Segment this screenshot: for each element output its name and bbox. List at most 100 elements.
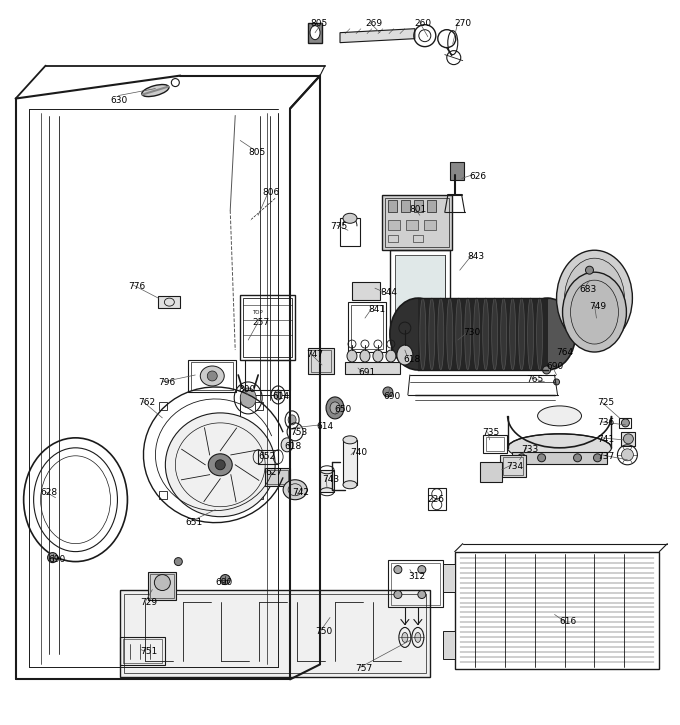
- Ellipse shape: [429, 298, 435, 370]
- Bar: [343, 440, 357, 485]
- Bar: [120, 637, 165, 666]
- Ellipse shape: [394, 591, 402, 599]
- Ellipse shape: [438, 298, 444, 370]
- Ellipse shape: [508, 434, 611, 462]
- Text: 260: 260: [415, 19, 432, 28]
- Ellipse shape: [165, 413, 275, 517]
- Ellipse shape: [402, 632, 408, 642]
- Bar: [240, 395, 290, 480]
- Text: 729: 729: [140, 597, 158, 607]
- Text: 743: 743: [322, 475, 339, 484]
- Text: 749: 749: [590, 302, 607, 311]
- Ellipse shape: [383, 387, 393, 397]
- Ellipse shape: [456, 298, 462, 370]
- Text: 734: 734: [507, 462, 524, 471]
- Bar: [388, 235, 398, 242]
- Ellipse shape: [343, 213, 357, 223]
- Text: 765: 765: [526, 375, 544, 384]
- Text: 740: 740: [350, 448, 367, 457]
- Ellipse shape: [562, 272, 626, 352]
- Ellipse shape: [538, 454, 545, 462]
- Text: 742: 742: [292, 488, 309, 497]
- Ellipse shape: [207, 371, 217, 381]
- Bar: [120, 589, 430, 677]
- Text: 741: 741: [598, 435, 615, 444]
- Ellipse shape: [537, 298, 543, 370]
- Text: 618: 618: [404, 355, 421, 364]
- Bar: [159, 402, 167, 410]
- Bar: [443, 631, 455, 660]
- Ellipse shape: [538, 406, 581, 426]
- Bar: [395, 255, 445, 325]
- Bar: [351, 305, 383, 349]
- Text: 735: 735: [483, 428, 500, 437]
- Bar: [352, 282, 380, 300]
- Ellipse shape: [573, 454, 581, 462]
- Text: 628: 628: [41, 488, 58, 497]
- Text: 801: 801: [410, 205, 427, 215]
- Bar: [418, 298, 547, 370]
- Text: 652: 652: [258, 452, 275, 461]
- Bar: [254, 492, 262, 500]
- Ellipse shape: [474, 298, 479, 370]
- Bar: [414, 200, 423, 212]
- Text: 270: 270: [455, 19, 472, 28]
- Ellipse shape: [274, 390, 282, 400]
- Bar: [308, 22, 322, 43]
- Text: 690: 690: [48, 555, 66, 563]
- Ellipse shape: [624, 434, 633, 444]
- Bar: [191, 362, 233, 390]
- Ellipse shape: [142, 85, 169, 96]
- Ellipse shape: [594, 454, 602, 462]
- Ellipse shape: [397, 345, 413, 365]
- Bar: [150, 573, 174, 597]
- Bar: [449, 162, 464, 181]
- Bar: [391, 563, 440, 605]
- Bar: [267, 470, 288, 484]
- Ellipse shape: [24, 438, 127, 562]
- Bar: [345, 362, 400, 374]
- Text: 776: 776: [129, 282, 146, 291]
- Ellipse shape: [48, 552, 58, 563]
- Bar: [243, 298, 292, 357]
- Ellipse shape: [528, 298, 534, 370]
- Bar: [511, 452, 607, 464]
- Ellipse shape: [554, 379, 560, 385]
- Bar: [428, 488, 446, 510]
- Ellipse shape: [360, 350, 370, 362]
- Ellipse shape: [310, 25, 320, 40]
- Bar: [388, 220, 400, 231]
- Bar: [406, 220, 418, 231]
- Text: 725: 725: [598, 398, 615, 407]
- Bar: [311, 350, 331, 372]
- Bar: [619, 418, 632, 428]
- Ellipse shape: [500, 298, 507, 370]
- Text: 691: 691: [358, 368, 375, 377]
- Text: 733: 733: [522, 445, 539, 454]
- Ellipse shape: [343, 481, 357, 489]
- Bar: [382, 195, 452, 250]
- Bar: [254, 402, 262, 410]
- Ellipse shape: [326, 397, 344, 419]
- Bar: [320, 470, 334, 492]
- Text: 269: 269: [365, 19, 382, 28]
- Ellipse shape: [154, 575, 171, 591]
- Ellipse shape: [585, 266, 594, 274]
- Polygon shape: [340, 29, 415, 43]
- Ellipse shape: [571, 280, 618, 344]
- Text: 844: 844: [380, 288, 397, 297]
- Ellipse shape: [174, 558, 182, 566]
- Bar: [390, 250, 449, 330]
- Bar: [479, 462, 502, 481]
- Text: 800: 800: [238, 385, 256, 394]
- Ellipse shape: [415, 632, 421, 642]
- Bar: [401, 200, 410, 212]
- Text: 626: 626: [470, 173, 487, 181]
- Ellipse shape: [464, 298, 471, 370]
- Text: 630: 630: [110, 96, 128, 104]
- Bar: [622, 432, 635, 446]
- Text: 843: 843: [468, 252, 485, 261]
- Ellipse shape: [447, 298, 453, 370]
- Text: 690: 690: [383, 392, 400, 401]
- Bar: [424, 220, 436, 231]
